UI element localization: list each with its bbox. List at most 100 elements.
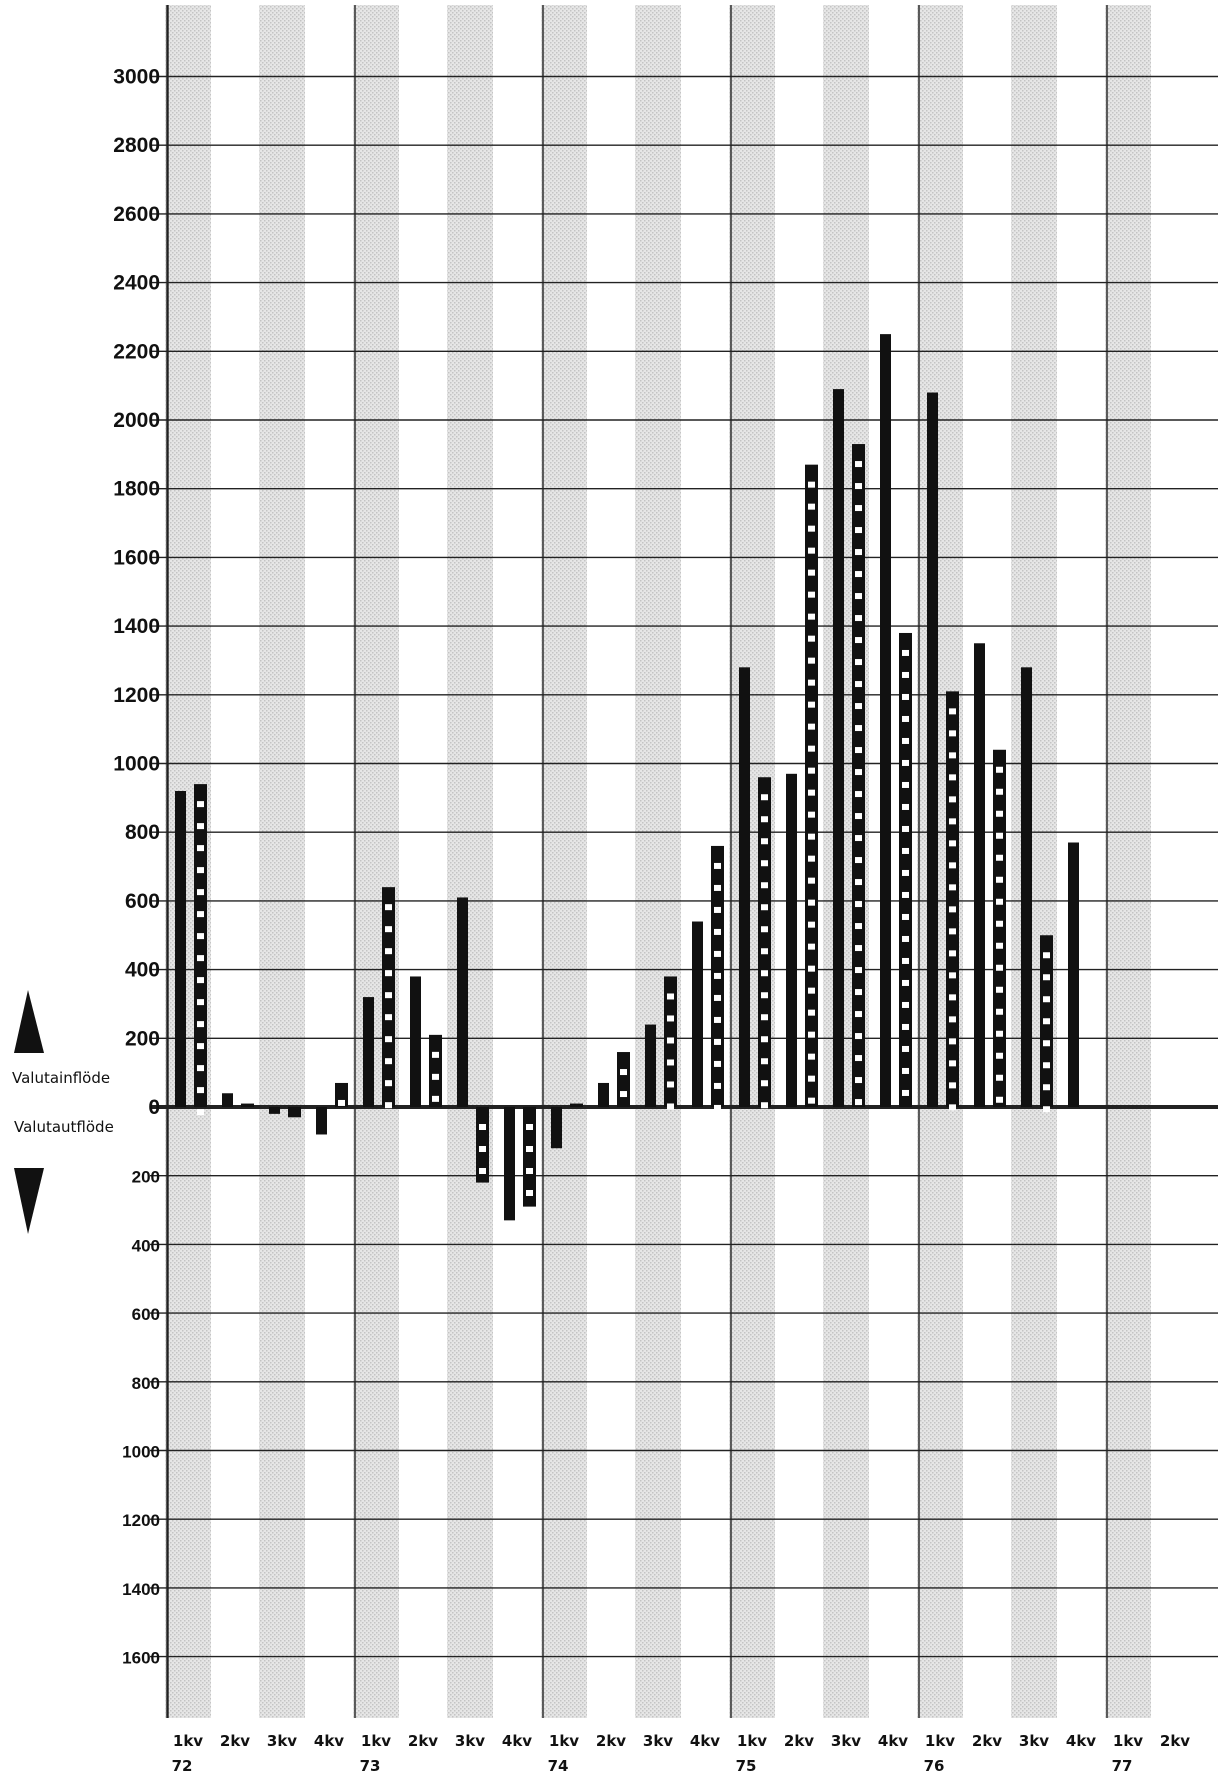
- dashed-bar-gap: [949, 774, 956, 781]
- dashed-bar-gap: [761, 1058, 768, 1065]
- dashed-bar-gap: [996, 1008, 1003, 1015]
- dashed-bar-gap: [902, 935, 909, 942]
- dashed-bar-gap: [197, 1043, 204, 1050]
- dashed-bar-gap: [714, 972, 721, 979]
- dashed-bar-gap: [949, 906, 956, 913]
- dashed-bar-gap: [996, 920, 1003, 927]
- dashed-bar-gap: [385, 970, 392, 977]
- dashed-bar-gap: [855, 769, 862, 776]
- dashed-bar-gap: [902, 891, 909, 898]
- solid-bar: [786, 773, 797, 1107]
- dashed-bar-gap: [526, 1124, 533, 1130]
- dashed-bar-gap: [902, 847, 909, 854]
- dashed-bar-gap: [902, 1001, 909, 1008]
- dashed-bar-gap: [855, 813, 862, 820]
- dashed-bar: [664, 976, 677, 1110]
- dashed-bar-gap: [902, 825, 909, 832]
- dashed-bar-gap: [385, 1102, 392, 1109]
- dashed-bar-gap: [808, 569, 815, 576]
- dashed-bar: [429, 1034, 442, 1107]
- solid-bar: [739, 667, 750, 1107]
- dashed-bar-gap: [808, 965, 815, 972]
- dashed-bar-gap: [855, 1099, 862, 1106]
- dashed-bar-gap: [855, 659, 862, 666]
- dashed-bar-gap: [432, 1095, 439, 1102]
- dashed-bar-gap: [808, 657, 815, 664]
- dashed-bar-gap: [996, 942, 1003, 949]
- dashed-bar-gap: [714, 906, 721, 913]
- x-tick-label: 1kv: [737, 1732, 767, 1750]
- dashed-bar-gap: [808, 547, 815, 554]
- dashed-bar-gap: [808, 1097, 815, 1104]
- y-tick-label: 2400: [113, 272, 160, 295]
- dashed-bar-gap: [808, 877, 815, 884]
- dashed-bar-gap: [1043, 996, 1050, 1003]
- dashed-bar-gap: [714, 1104, 721, 1111]
- dashed-bar-gap: [761, 1036, 768, 1043]
- year-label: 75: [736, 1757, 757, 1775]
- y-tick-label: 1600: [122, 1649, 160, 1668]
- dashed-bar-gap: [902, 693, 909, 700]
- dashed-bar: [570, 1103, 583, 1107]
- x-tick-label: 3kv: [1019, 1732, 1049, 1750]
- x-tick-label: 3kv: [643, 1732, 673, 1750]
- dashed-bar-gap: [1043, 1018, 1050, 1025]
- dashed-bar-gap: [808, 921, 815, 928]
- y-tick-label: 800: [132, 1374, 160, 1393]
- dashed-bar-gap: [855, 879, 862, 886]
- solid-bar: [974, 643, 985, 1107]
- dashed-bar-gap: [808, 899, 815, 906]
- dashed-bar-gap: [855, 549, 862, 556]
- dashed-bar-gap: [855, 857, 862, 864]
- dashed-bar-gap: [197, 1109, 204, 1116]
- dashed-bar-gap: [714, 994, 721, 1001]
- dashed-bar-gap: [761, 1102, 768, 1109]
- year-label: 76: [924, 1757, 945, 1775]
- dashed-bar-gap: [197, 801, 204, 808]
- solid-bar: [551, 1107, 562, 1149]
- dashed-bar-gap: [855, 725, 862, 732]
- dashed-bar-gap: [714, 928, 721, 935]
- dashed-bar-gap: [667, 1103, 674, 1110]
- dashed-bar-gap: [761, 948, 768, 955]
- dashed-bar: [382, 887, 395, 1109]
- y-tick-label: 400: [132, 1236, 160, 1255]
- x-tick-label: 4kv: [502, 1732, 532, 1750]
- dashed-bar-gap: [902, 957, 909, 964]
- dashed-bar-gap: [1043, 1062, 1050, 1069]
- dashed-bar-gap: [855, 989, 862, 996]
- solid-bar: [222, 1093, 233, 1107]
- dashed-bar-gap: [855, 615, 862, 622]
- dashed-bar-gap: [996, 898, 1003, 905]
- x-tick-label: 4kv: [878, 1732, 908, 1750]
- dashed-bar-gap: [714, 1038, 721, 1045]
- x-tick-label: 4kv: [314, 1732, 344, 1750]
- shaded-column-band: [635, 5, 681, 1718]
- dashed-bar-body: [852, 444, 865, 1107]
- y-tick-label: 1400: [113, 615, 160, 638]
- dashed-bar-gap: [808, 679, 815, 686]
- dashed-bar-gap: [902, 979, 909, 986]
- dashed-bar-gap: [902, 649, 909, 656]
- dashed-bar-gap: [808, 613, 815, 620]
- dashed-bar-gap: [667, 1081, 674, 1088]
- dashed-bar-gap: [385, 1058, 392, 1065]
- dashed-bar-gap: [949, 862, 956, 869]
- y-tick-label: 1800: [113, 478, 160, 501]
- dashed-bar-gap: [855, 593, 862, 600]
- solid-bar: [363, 997, 374, 1107]
- dashed-bar-gap: [761, 794, 768, 801]
- dashed-bar-gap: [761, 1080, 768, 1087]
- dashed-bar-gap: [808, 745, 815, 752]
- dashed-bar-gap: [761, 992, 768, 999]
- dashed-bar-gap: [808, 987, 815, 994]
- x-tick-label: 1kv: [549, 1732, 579, 1750]
- x-tick-label: 2kv: [1160, 1732, 1190, 1750]
- dashed-bar-gap: [761, 904, 768, 911]
- dashed-bar-gap: [996, 1074, 1003, 1081]
- dashed-bar-gap: [385, 904, 392, 911]
- y-tick-label: 1200: [113, 684, 160, 707]
- dashed-bar-gap: [197, 1065, 204, 1072]
- dashed-bar-gap: [855, 923, 862, 930]
- dashed-bar-gap: [385, 1080, 392, 1087]
